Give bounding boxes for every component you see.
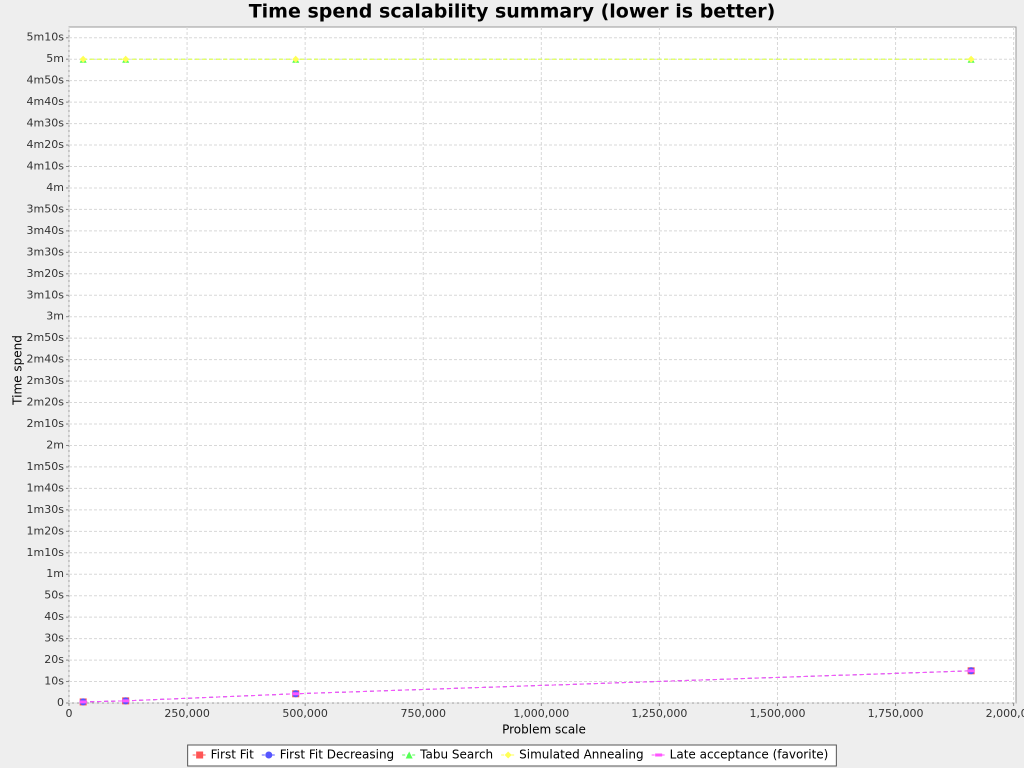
y-tick-label: 50s bbox=[44, 589, 64, 602]
y-tick-label: 20s bbox=[44, 653, 64, 666]
y-tick-label: 4m40s bbox=[27, 95, 65, 108]
x-tick-label: 1,250,000 bbox=[631, 707, 687, 720]
y-tick-label: 10s bbox=[44, 675, 64, 688]
y-tick-label: 3m30s bbox=[27, 245, 65, 258]
y-tick-label: 1m20s bbox=[27, 524, 65, 537]
y-tick-label: 1m40s bbox=[27, 481, 65, 494]
legend-marker bbox=[655, 753, 663, 757]
x-axis-label: Problem scale bbox=[502, 723, 586, 737]
legend-marker bbox=[504, 751, 512, 759]
y-tick-label: 30s bbox=[44, 632, 64, 645]
legend-marker bbox=[265, 751, 273, 759]
legend-marker bbox=[196, 751, 204, 759]
legend-marker bbox=[405, 751, 413, 759]
y-tick-label: 4m bbox=[46, 181, 64, 194]
legend-label: First Fit Decreasing bbox=[280, 748, 394, 762]
legend-label: Tabu Search bbox=[419, 748, 493, 762]
data-point bbox=[967, 669, 975, 673]
y-tick-label: 2m20s bbox=[27, 396, 65, 409]
x-tick-label: 1,500,000 bbox=[749, 707, 805, 720]
y-tick-label: 1m10s bbox=[27, 546, 65, 559]
x-tick-label: 750,000 bbox=[400, 707, 446, 720]
y-tick-label: 3m10s bbox=[27, 288, 65, 301]
legend-label: Late acceptance (favorite) bbox=[670, 748, 829, 762]
series-line bbox=[83, 670, 972, 703]
x-tick-label: 500,000 bbox=[282, 707, 328, 720]
data-point bbox=[967, 55, 975, 63]
y-tick-label: 3m bbox=[46, 310, 64, 323]
y-tick-label: 5m bbox=[46, 52, 64, 65]
y-tick-label: 2m30s bbox=[27, 374, 65, 387]
x-tick-label: 0 bbox=[66, 707, 73, 720]
x-tick-label: 1,000,000 bbox=[513, 707, 569, 720]
data-point bbox=[79, 700, 87, 704]
x-tick-label: 2,000,000 bbox=[986, 707, 1024, 720]
y-tick-label: 1m50s bbox=[27, 460, 65, 473]
y-tick-label: 4m20s bbox=[27, 138, 65, 151]
y-tick-label: 3m20s bbox=[27, 267, 65, 280]
data-point bbox=[122, 699, 130, 703]
x-tick-label: 250,000 bbox=[164, 707, 210, 720]
y-tick-label: 4m50s bbox=[27, 74, 65, 87]
y-tick-label: 1m30s bbox=[27, 503, 65, 516]
data-point bbox=[79, 55, 87, 63]
y-tick-label: 2m10s bbox=[27, 417, 65, 430]
y-tick-label: 1m bbox=[46, 567, 64, 580]
data-point bbox=[292, 55, 300, 63]
y-tick-label: 4m10s bbox=[27, 159, 65, 172]
y-tick-label: 5m10s bbox=[27, 31, 65, 44]
legend-label: First Fit bbox=[211, 748, 254, 762]
data-point bbox=[292, 692, 300, 696]
y-tick-label: 4m30s bbox=[27, 117, 65, 130]
y-tick-label: 3m50s bbox=[27, 202, 65, 215]
y-tick-label: 3m40s bbox=[27, 224, 65, 237]
y-tick-label: 2m bbox=[46, 438, 64, 451]
y-tick-label: 0 bbox=[57, 696, 64, 709]
y-axis-label: Time spend bbox=[11, 335, 25, 406]
y-tick-label: 2m40s bbox=[27, 353, 65, 366]
plot-area bbox=[68, 26, 1017, 704]
legend-label: Simulated Annealing bbox=[519, 748, 644, 762]
x-tick-label: 1,750,000 bbox=[868, 707, 924, 720]
y-tick-label: 2m50s bbox=[27, 331, 65, 344]
chart-title: Time spend scalability summary (lower is… bbox=[249, 1, 776, 23]
data-point bbox=[122, 55, 130, 63]
y-tick-label: 40s bbox=[44, 610, 64, 623]
